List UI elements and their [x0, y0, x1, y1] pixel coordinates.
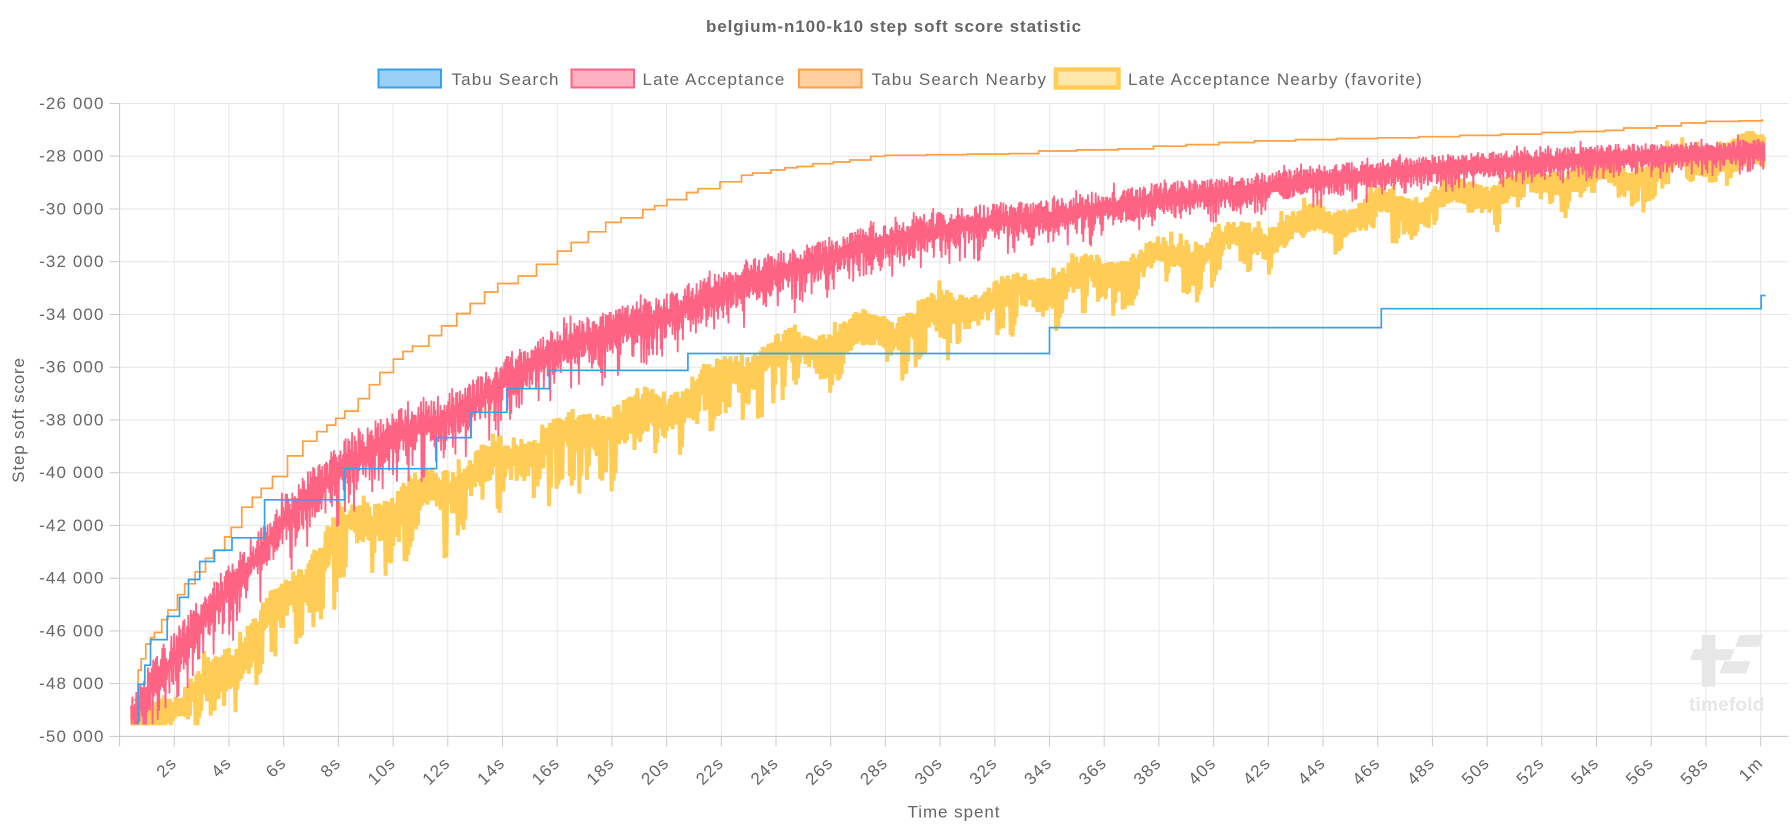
- svg-text:-30 000: -30 000: [39, 200, 104, 219]
- svg-text:Time spent: Time spent: [908, 803, 1001, 822]
- svg-text:-48 000: -48 000: [39, 674, 104, 693]
- svg-text:-46 000: -46 000: [39, 621, 104, 640]
- svg-text:timefold: timefold: [1689, 695, 1765, 716]
- svg-text:-34 000: -34 000: [39, 305, 104, 324]
- svg-text:-32 000: -32 000: [39, 252, 104, 271]
- svg-text:Late Acceptance Nearby (favori: Late Acceptance Nearby (favorite): [1128, 70, 1423, 89]
- svg-text:-44 000: -44 000: [39, 569, 104, 588]
- svg-text:-36 000: -36 000: [39, 358, 104, 377]
- svg-text:-28 000: -28 000: [39, 147, 104, 166]
- svg-text:Tabu Search Nearby: Tabu Search Nearby: [872, 70, 1048, 89]
- svg-text:-38 000: -38 000: [39, 410, 104, 429]
- svg-text:-40 000: -40 000: [39, 463, 104, 482]
- svg-text:Step soft score: Step soft score: [9, 357, 28, 482]
- svg-text:-50 000: -50 000: [39, 727, 104, 746]
- svg-text:-42 000: -42 000: [39, 516, 104, 535]
- svg-text:Late Acceptance: Late Acceptance: [643, 70, 786, 89]
- svg-text:-26 000: -26 000: [39, 94, 104, 113]
- svg-text:belgium-n100-k10 step soft sco: belgium-n100-k10 step soft score statist…: [706, 17, 1082, 36]
- svg-text:Tabu Search: Tabu Search: [452, 70, 560, 89]
